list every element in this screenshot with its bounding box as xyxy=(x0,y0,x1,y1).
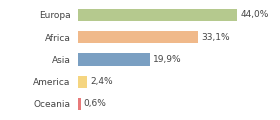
Bar xyxy=(78,76,87,88)
Bar xyxy=(78,31,198,43)
Bar xyxy=(78,53,150,66)
Bar xyxy=(78,98,81,110)
Text: 19,9%: 19,9% xyxy=(153,55,182,64)
Bar xyxy=(78,9,237,21)
Text: 2,4%: 2,4% xyxy=(90,77,113,86)
Text: 44,0%: 44,0% xyxy=(240,10,269,19)
Text: 33,1%: 33,1% xyxy=(201,33,230,42)
Text: 0,6%: 0,6% xyxy=(83,99,106,108)
